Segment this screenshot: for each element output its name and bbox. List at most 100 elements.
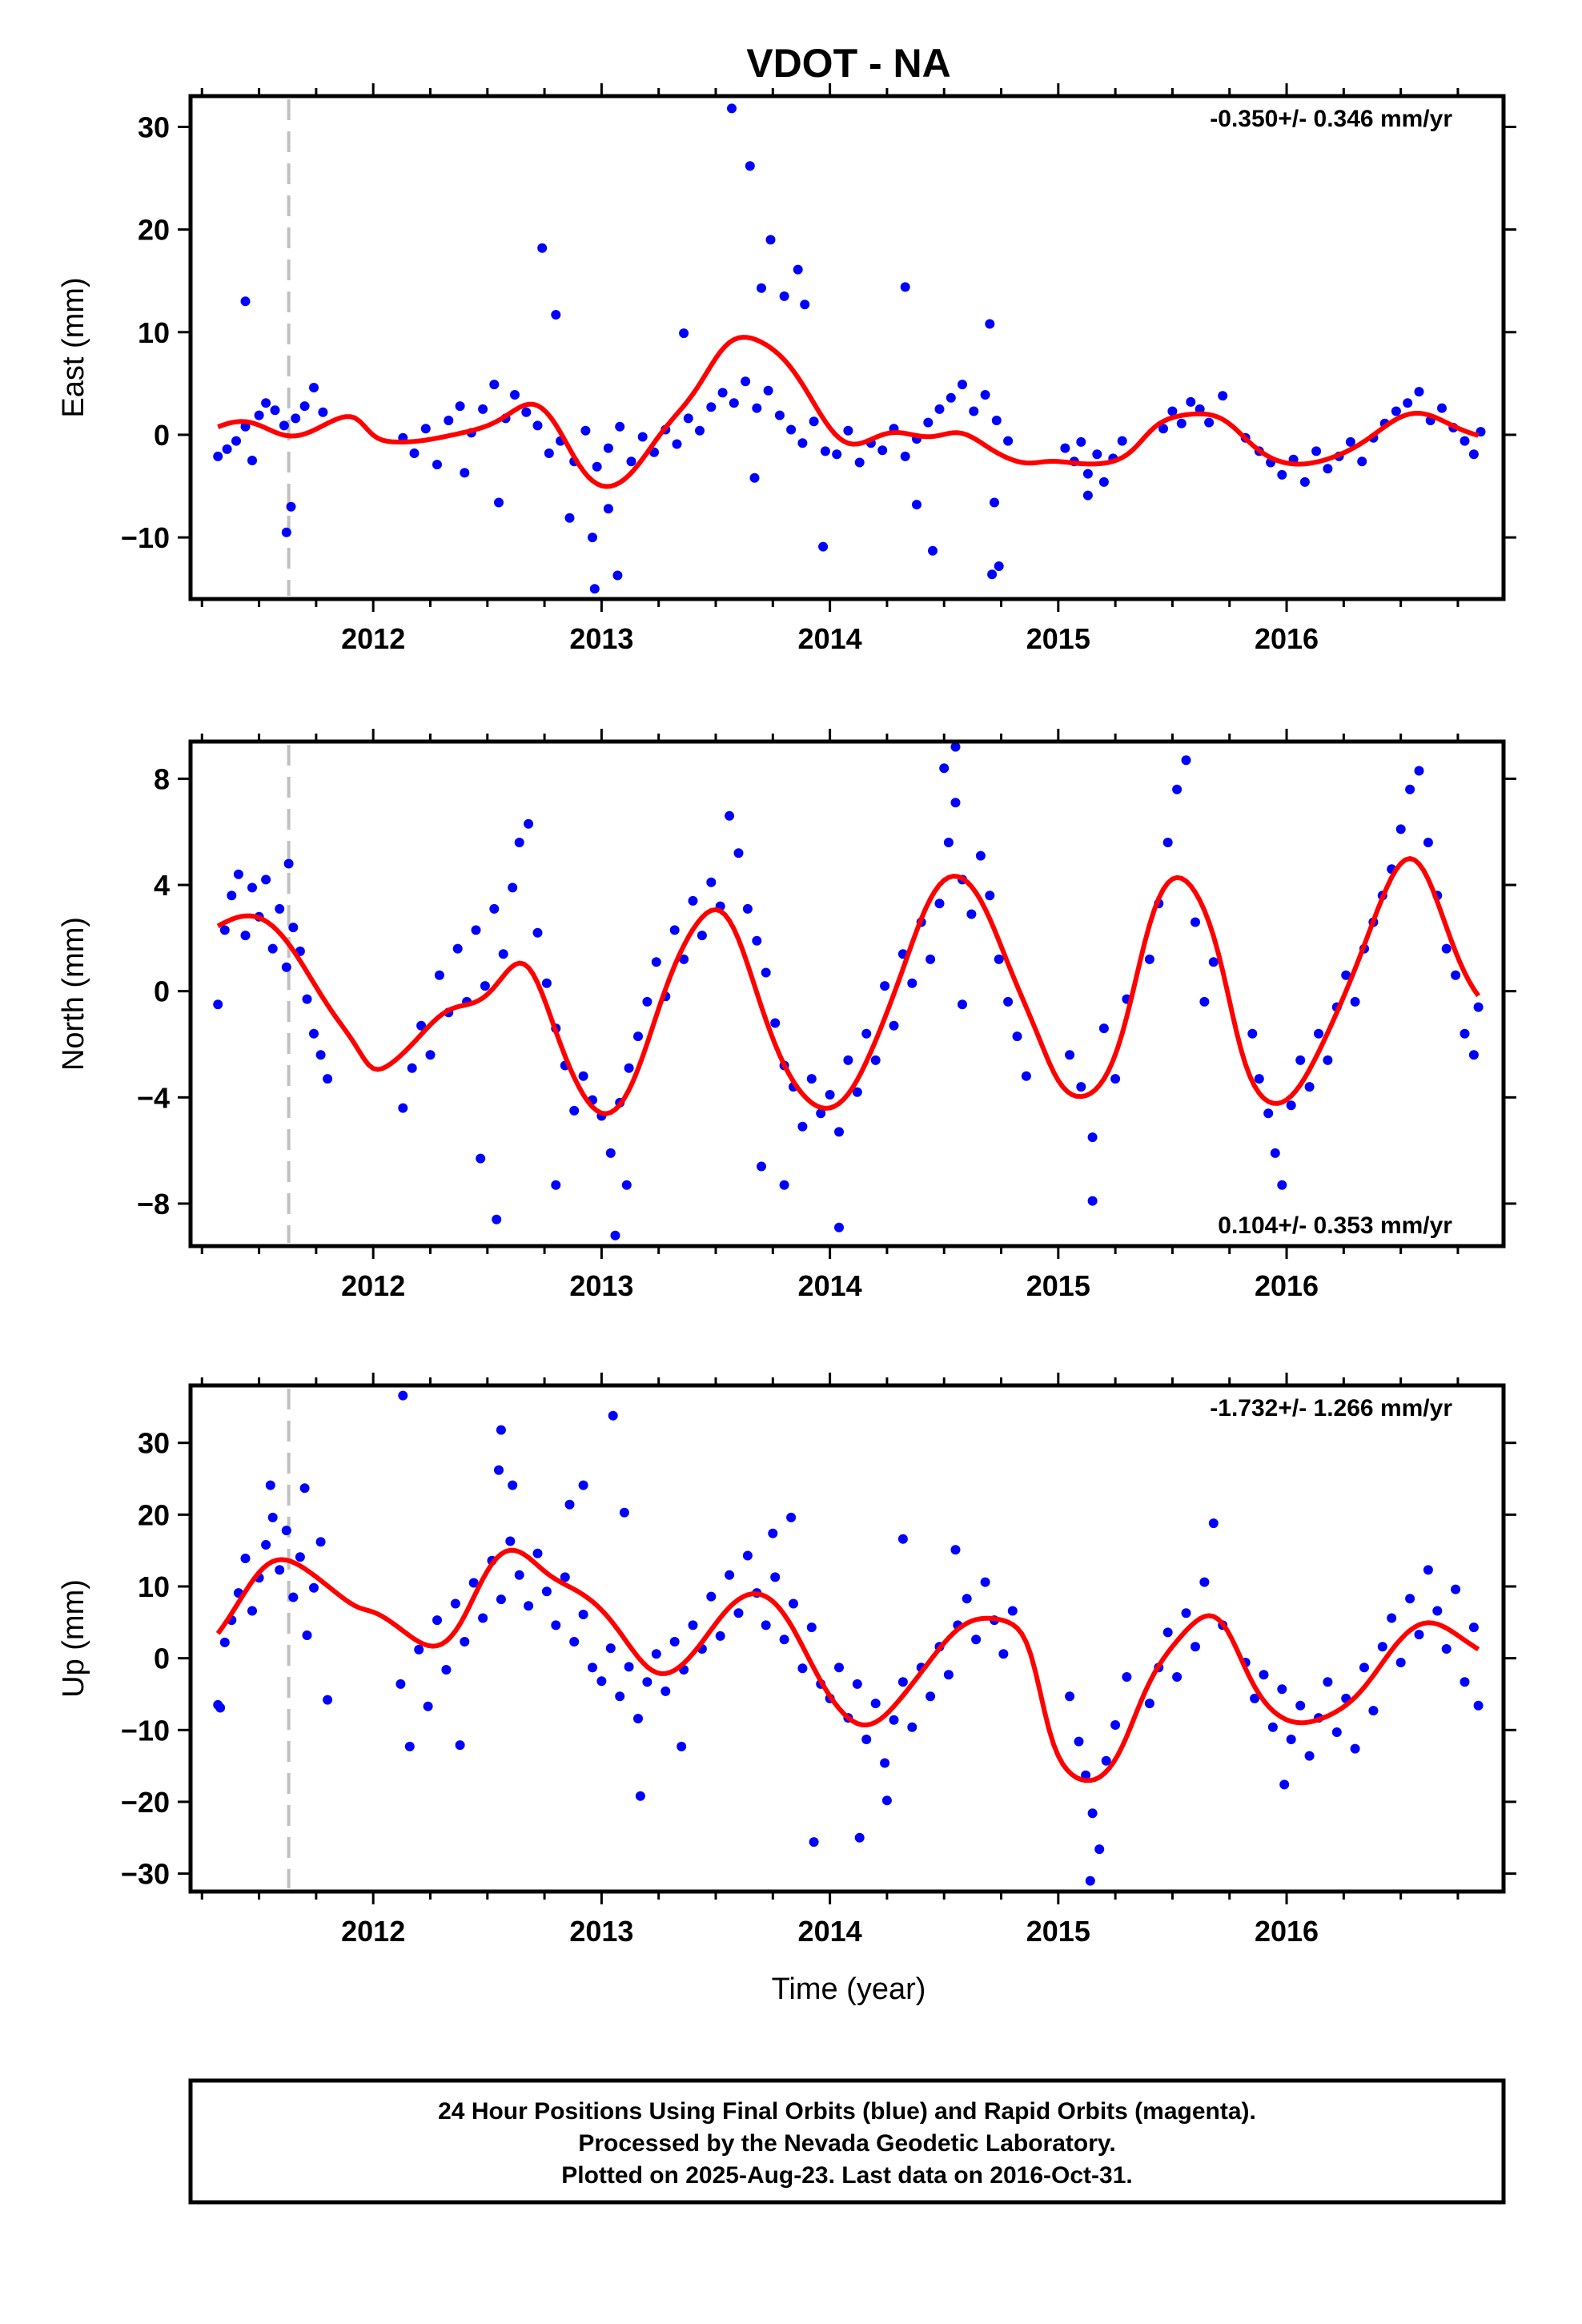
data-point [733, 1608, 744, 1618]
data-point [1172, 784, 1182, 794]
data-point [991, 416, 1002, 425]
data-point [727, 103, 737, 114]
data-point [633, 1031, 643, 1042]
data-point [1176, 418, 1186, 428]
data-point [1311, 446, 1322, 456]
data-point [1304, 1751, 1315, 1761]
data-point [288, 1592, 299, 1602]
data-point [404, 1741, 415, 1751]
data-point [1441, 1644, 1452, 1654]
data-point [1323, 464, 1333, 474]
data-point [818, 541, 829, 552]
x-tick-label: 2015 [1026, 1269, 1090, 1302]
data-point [1295, 1055, 1306, 1065]
data-point [578, 1610, 588, 1619]
y-tick-label: 4 [154, 869, 170, 902]
data-point [900, 451, 910, 461]
data-point [589, 584, 600, 594]
data-point [1368, 1706, 1379, 1716]
footer-box: 24 Hour Positions Using Final Orbits (bl… [188, 2078, 1506, 2205]
data-point [612, 570, 623, 581]
data-point [1468, 449, 1479, 460]
data-point [1092, 449, 1102, 460]
data-point [219, 1637, 230, 1647]
data-point [299, 1483, 310, 1494]
data-point [478, 404, 488, 414]
data-point [610, 1230, 620, 1240]
data-point [897, 1677, 908, 1687]
data-point [779, 1634, 789, 1645]
data-point [267, 1512, 278, 1522]
data-point [1331, 1727, 1342, 1737]
data-point [569, 1105, 580, 1116]
data-point [633, 1714, 643, 1723]
data-point [1101, 1755, 1111, 1766]
data-point [843, 425, 853, 436]
x-tick-label: 2013 [569, 1269, 633, 1302]
data-point [471, 925, 481, 935]
data-point [897, 1534, 908, 1544]
data-point [934, 404, 945, 414]
x-tick-label: 2013 [569, 622, 633, 655]
data-point [695, 425, 705, 436]
data-point [299, 401, 310, 412]
data-point [757, 1161, 766, 1172]
data-point [261, 1540, 271, 1550]
footer-line-3: Plotted on 2025-Aug-23. Last data on 201… [561, 2162, 1133, 2189]
data-point [222, 444, 232, 454]
data-point [958, 999, 967, 1010]
data-point [1247, 1028, 1258, 1039]
data-point [315, 1050, 326, 1060]
data-point [279, 420, 289, 431]
data-point [1186, 396, 1196, 407]
x-tick-label: 2012 [341, 1915, 405, 1948]
data-point [946, 392, 956, 403]
data-point [950, 1545, 961, 1555]
data-point [309, 1582, 319, 1593]
data-point [213, 999, 223, 1010]
data-point [323, 1695, 333, 1705]
data-point [1087, 1132, 1098, 1143]
data-point [661, 1686, 671, 1696]
data-point [551, 310, 561, 320]
data-point [1414, 1630, 1424, 1640]
x-tick-label: 2015 [1026, 622, 1090, 655]
data-point [441, 1665, 452, 1675]
x-tick-label: 2016 [1255, 622, 1319, 655]
data-point [861, 1028, 872, 1039]
data-point [793, 264, 803, 275]
x-tick-label: 2014 [798, 622, 862, 655]
data-point [219, 925, 230, 935]
data-point [797, 1663, 808, 1674]
data-point [642, 1677, 652, 1687]
data-point [455, 401, 465, 412]
data-point [544, 448, 554, 458]
data-point [679, 954, 689, 964]
data-point [407, 1063, 417, 1073]
data-point [797, 1121, 808, 1132]
data-point [592, 461, 602, 472]
data-point [1094, 1844, 1105, 1855]
data-point [980, 1577, 990, 1587]
data-point [923, 417, 934, 428]
data-point [637, 432, 648, 442]
data-point [1085, 1876, 1095, 1886]
data-point [478, 1613, 488, 1623]
data-point [832, 449, 842, 460]
data-point [1295, 1700, 1306, 1711]
data-point [432, 460, 442, 470]
data-point [510, 390, 520, 400]
data-point [642, 996, 652, 1007]
data-point [939, 763, 950, 774]
data-point [476, 1153, 486, 1164]
data-point [1323, 1677, 1333, 1687]
data-point [240, 296, 251, 307]
data-point [907, 978, 917, 988]
data-point [1208, 1518, 1219, 1529]
data-point [1098, 476, 1109, 487]
data-point [1065, 1050, 1075, 1060]
rate-label: -0.350+/- 0.346 mm/yr [1210, 106, 1452, 132]
x-tick-label: 2014 [798, 1915, 862, 1948]
data-point [603, 443, 613, 453]
data-point [677, 1741, 687, 1751]
